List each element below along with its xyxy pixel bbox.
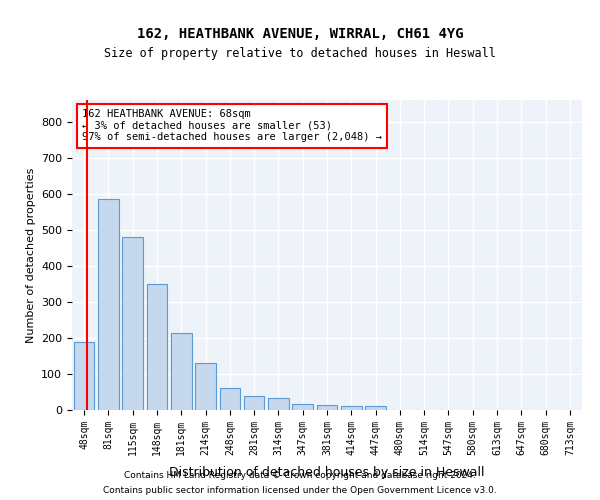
Text: 162 HEATHBANK AVENUE: 68sqm
← 3% of detached houses are smaller (53)
97% of semi: 162 HEATHBANK AVENUE: 68sqm ← 3% of deta… [82, 110, 382, 142]
Text: Size of property relative to detached houses in Heswall: Size of property relative to detached ho… [104, 48, 496, 60]
Bar [317, 406, 337, 410]
Bar [365, 406, 386, 410]
Bar [220, 388, 240, 410]
Bar [98, 199, 119, 410]
Bar [195, 363, 216, 410]
Bar [171, 332, 191, 410]
Text: Contains HM Land Registry data © Crown copyright and database right 2024.: Contains HM Land Registry data © Crown c… [124, 471, 476, 480]
Bar [122, 237, 143, 410]
X-axis label: Distribution of detached houses by size in Heswall: Distribution of detached houses by size … [169, 466, 485, 479]
Bar [268, 398, 289, 410]
Y-axis label: Number of detached properties: Number of detached properties [26, 168, 35, 342]
Text: Contains public sector information licensed under the Open Government Licence v3: Contains public sector information licen… [103, 486, 497, 495]
Bar [341, 406, 362, 410]
Text: 162, HEATHBANK AVENUE, WIRRAL, CH61 4YG: 162, HEATHBANK AVENUE, WIRRAL, CH61 4YG [137, 28, 463, 42]
Bar [292, 404, 313, 410]
Bar [74, 342, 94, 410]
Bar [146, 284, 167, 410]
Bar [244, 396, 265, 410]
